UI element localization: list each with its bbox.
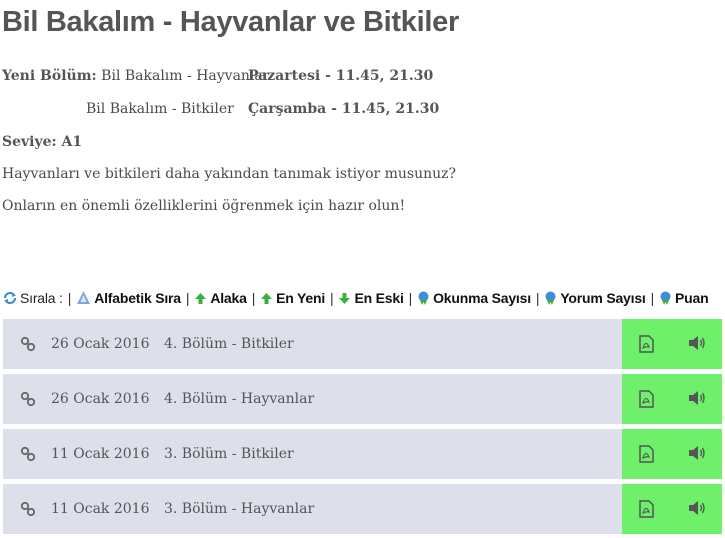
speaker-icon[interactable] bbox=[688, 500, 706, 520]
list-item[interactable]: 11 Ocak 2016 3. Bölüm - Bitkiler bbox=[3, 429, 722, 479]
episode-title[interactable]: 4. Bölüm - Bitkiler bbox=[164, 336, 294, 352]
list-item[interactable]: 11 Ocak 2016 3. Bölüm - Hayvanlar bbox=[3, 484, 722, 534]
sort-option-read-count[interactable]: Okunma Sayısı bbox=[417, 290, 531, 306]
alphabet-icon bbox=[76, 290, 91, 308]
media-panel bbox=[622, 319, 722, 369]
episode-date: 26 Ocak 2016 bbox=[51, 336, 150, 352]
pdf-icon[interactable] bbox=[639, 445, 654, 467]
sort-bar: Sırala : | Alfabetik Sıra | Alaka | En Yeni | En… bbox=[3, 290, 709, 308]
refresh-icon bbox=[3, 291, 17, 308]
schedule-time: Çarşamba - 11.45, 21.30 bbox=[248, 101, 440, 117]
level-label: Seviye: A1 bbox=[2, 134, 83, 150]
pdf-icon[interactable] bbox=[639, 500, 654, 522]
list-item[interactable]: 26 Ocak 2016 4. Bölüm - Bitkiler bbox=[3, 319, 722, 369]
episode-title[interactable]: 3. Bölüm - Bitkiler bbox=[164, 446, 294, 462]
badge-icon bbox=[544, 291, 557, 308]
speaker-icon[interactable] bbox=[688, 445, 706, 465]
schedule-label: Yeni Bölüm: bbox=[2, 68, 97, 84]
link-icon[interactable] bbox=[20, 391, 36, 411]
arrow-up-icon bbox=[194, 292, 207, 308]
link-icon[interactable] bbox=[20, 501, 36, 521]
episode-title[interactable]: 3. Bölüm - Hayvanlar bbox=[164, 501, 315, 517]
description-line: Onların en önemli özelliklerini öğrenmek… bbox=[2, 198, 406, 214]
link-icon[interactable] bbox=[20, 336, 36, 356]
media-panel bbox=[622, 374, 722, 424]
page-title: Bil Bakalım - Hayvanlar ve Bitkiler bbox=[2, 6, 459, 38]
sort-option-relevance[interactable]: Alaka bbox=[194, 290, 247, 308]
sort-option-oldest[interactable]: En Eski bbox=[338, 290, 404, 308]
schedule-program: Bil Bakalım - Hayvanlar bbox=[101, 68, 270, 84]
sort-option-alphabetic[interactable]: Alfabetik Sıra bbox=[76, 290, 181, 306]
episode-title[interactable]: 4. Bölüm - Hayvanlar bbox=[164, 391, 315, 407]
arrow-down-icon bbox=[338, 292, 351, 308]
episode-date: 11 Ocak 2016 bbox=[51, 446, 150, 462]
sort-option-rating[interactable]: Puan bbox=[659, 290, 709, 308]
badge-icon bbox=[417, 291, 430, 308]
schedule-time: Pazartesi - 11.45, 21.30 bbox=[248, 68, 434, 84]
sort-option-comment-count[interactable]: Yorum Sayısı bbox=[544, 290, 646, 308]
sort-label: Sırala : bbox=[20, 290, 63, 306]
pdf-icon[interactable] bbox=[639, 390, 654, 412]
description-line: Hayvanları ve bitkileri daha yakından ta… bbox=[2, 166, 457, 182]
schedule-program: Bil Bakalım - Bitkiler bbox=[86, 101, 234, 117]
schedule-line-1: Yeni Bölüm: Bil Bakalım - Hayvanlar bbox=[2, 68, 269, 84]
arrow-up-icon bbox=[260, 292, 273, 308]
episode-date: 26 Ocak 2016 bbox=[51, 391, 150, 407]
sort-option-newest[interactable]: En Yeni bbox=[260, 290, 325, 306]
pdf-icon[interactable] bbox=[639, 335, 654, 357]
speaker-icon[interactable] bbox=[688, 335, 706, 355]
media-panel bbox=[622, 429, 722, 479]
link-icon[interactable] bbox=[20, 446, 36, 466]
badge-icon bbox=[659, 291, 672, 308]
speaker-icon[interactable] bbox=[688, 390, 706, 410]
episode-date: 11 Ocak 2016 bbox=[51, 501, 150, 517]
media-panel bbox=[622, 484, 722, 534]
list-item[interactable]: 26 Ocak 2016 4. Bölüm - Hayvanlar bbox=[3, 374, 722, 424]
